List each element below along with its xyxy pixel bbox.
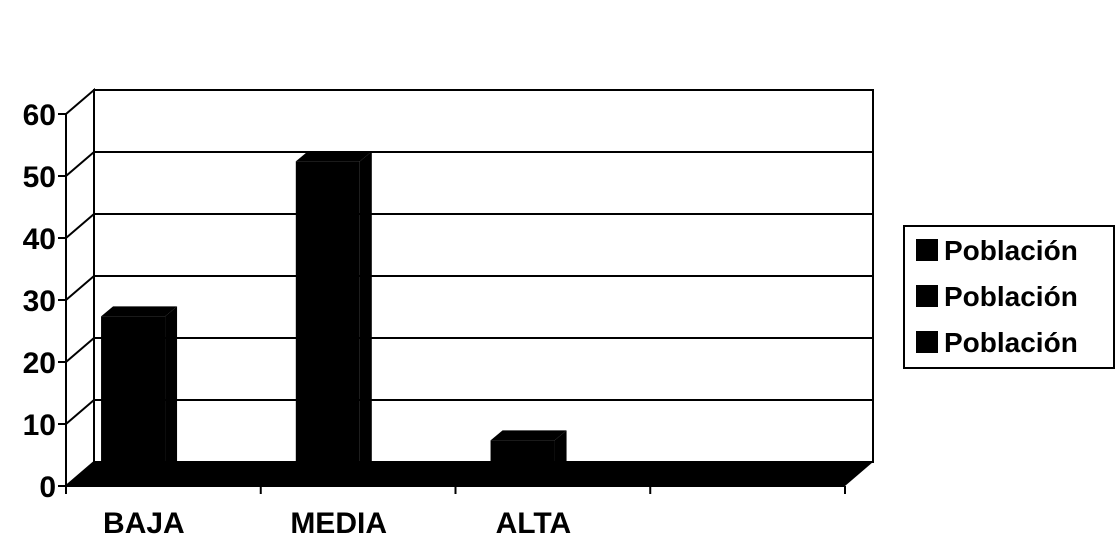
gridline-side (65, 151, 95, 177)
chart-floor (66, 462, 873, 486)
legend-swatch-1 (916, 239, 938, 261)
bar-side (554, 430, 567, 482)
bar-media (295, 151, 372, 482)
bar-top (490, 430, 567, 441)
gridline-side (65, 213, 95, 239)
y-tick-label: 10 (23, 409, 56, 442)
x-tick-label: MEDIA (290, 507, 387, 540)
y-tick-label: 60 (23, 99, 56, 132)
gridline-side (65, 275, 95, 301)
y-tick-label: 40 (23, 223, 56, 256)
bar-alta (490, 430, 567, 482)
bar-front (101, 316, 166, 482)
y-axis-ticks: 0 10 20 30 40 50 60 (23, 99, 66, 504)
bar-front (490, 440, 555, 482)
floor (66, 462, 873, 486)
bar-top (101, 306, 178, 317)
legend-entry-2: Población (944, 281, 1078, 312)
legend-box (903, 225, 1115, 369)
y-tick-label: 30 (23, 285, 56, 318)
x-axis-labels: BAJA MEDIA ALTA (103, 507, 571, 540)
y-tick-label: 20 (23, 347, 56, 380)
x-tick-label: ALTA (496, 507, 572, 540)
bar-side (165, 306, 178, 482)
legend-entry-3: Población (944, 327, 1078, 358)
x-tick-label: BAJA (103, 507, 185, 540)
y-tick-label: 0 (39, 471, 56, 504)
chart-walls (65, 87, 874, 489)
gridline-side (65, 337, 95, 363)
bar-top (295, 151, 372, 162)
bar-baja (101, 306, 178, 482)
bar-side (359, 151, 372, 482)
legend: Población Población Población (903, 225, 1115, 369)
bars (101, 151, 567, 482)
gridline-side (65, 399, 95, 425)
y-tick-label: 50 (23, 161, 56, 194)
bar-front (295, 161, 360, 482)
gridlines (65, 151, 873, 425)
legend-entry-1: Población (944, 235, 1078, 266)
legend-swatch-2 (916, 285, 938, 307)
legend-swatch-3 (916, 331, 938, 353)
